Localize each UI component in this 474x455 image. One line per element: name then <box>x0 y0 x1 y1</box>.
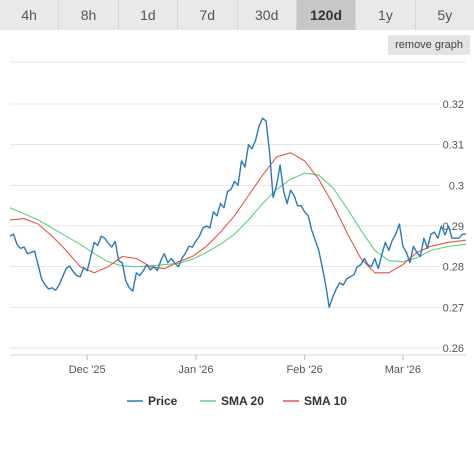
tab-30d[interactable]: 30d <box>237 0 297 30</box>
tab-120d[interactable]: 120d <box>296 0 357 30</box>
x-tick-label: Feb '26 <box>286 364 322 376</box>
x-tick-label: Mar '26 <box>385 364 421 376</box>
tab-4h[interactable]: 4h <box>0 0 60 30</box>
series-line-sma-20 <box>9 172 467 268</box>
legend-label[interactable]: SMA 20 <box>221 394 264 408</box>
tab-7d[interactable]: 7d <box>178 0 238 30</box>
grid-lines <box>10 61 466 356</box>
x-axis-ticks: Dec '25 Jan '26 Feb '26 Mar '26 <box>69 355 421 376</box>
x-tick-label: Dec '25 <box>69 364 106 376</box>
y-tick-label: 0.27 <box>443 302 464 314</box>
y-tick-label: 0.28 <box>443 262 464 274</box>
series-lines <box>9 117 467 308</box>
series-line-sma-10 <box>9 152 467 274</box>
legend-label[interactable]: SMA 10 <box>304 394 347 408</box>
tab-5y[interactable]: 5y <box>415 0 474 30</box>
tab-1y[interactable]: 1y <box>356 0 416 30</box>
timeframe-tabs: 4h 8h 1d 7d 30d 120d 1y 5y <box>0 0 474 30</box>
legend-label[interactable]: Price <box>148 394 178 408</box>
series-line-price <box>9 117 466 308</box>
tab-1d[interactable]: 1d <box>118 0 179 30</box>
y-axis-ticks: 0.32 0.31 0.3 0.29 0.28 0.27 0.26 <box>443 99 464 355</box>
y-tick-label: 0.31 <box>443 140 464 152</box>
legend: Price SMA 20 SMA 10 <box>127 394 347 408</box>
x-tick-label: Jan '26 <box>178 364 213 376</box>
y-tick-label: 0.26 <box>443 343 464 355</box>
y-tick-label: 0.29 <box>443 221 464 233</box>
y-tick-label: 0.3 <box>449 180 464 192</box>
remove-graph-button[interactable]: remove graph <box>388 35 470 55</box>
tab-8h[interactable]: 8h <box>59 0 119 30</box>
y-tick-label: 0.32 <box>443 99 464 111</box>
